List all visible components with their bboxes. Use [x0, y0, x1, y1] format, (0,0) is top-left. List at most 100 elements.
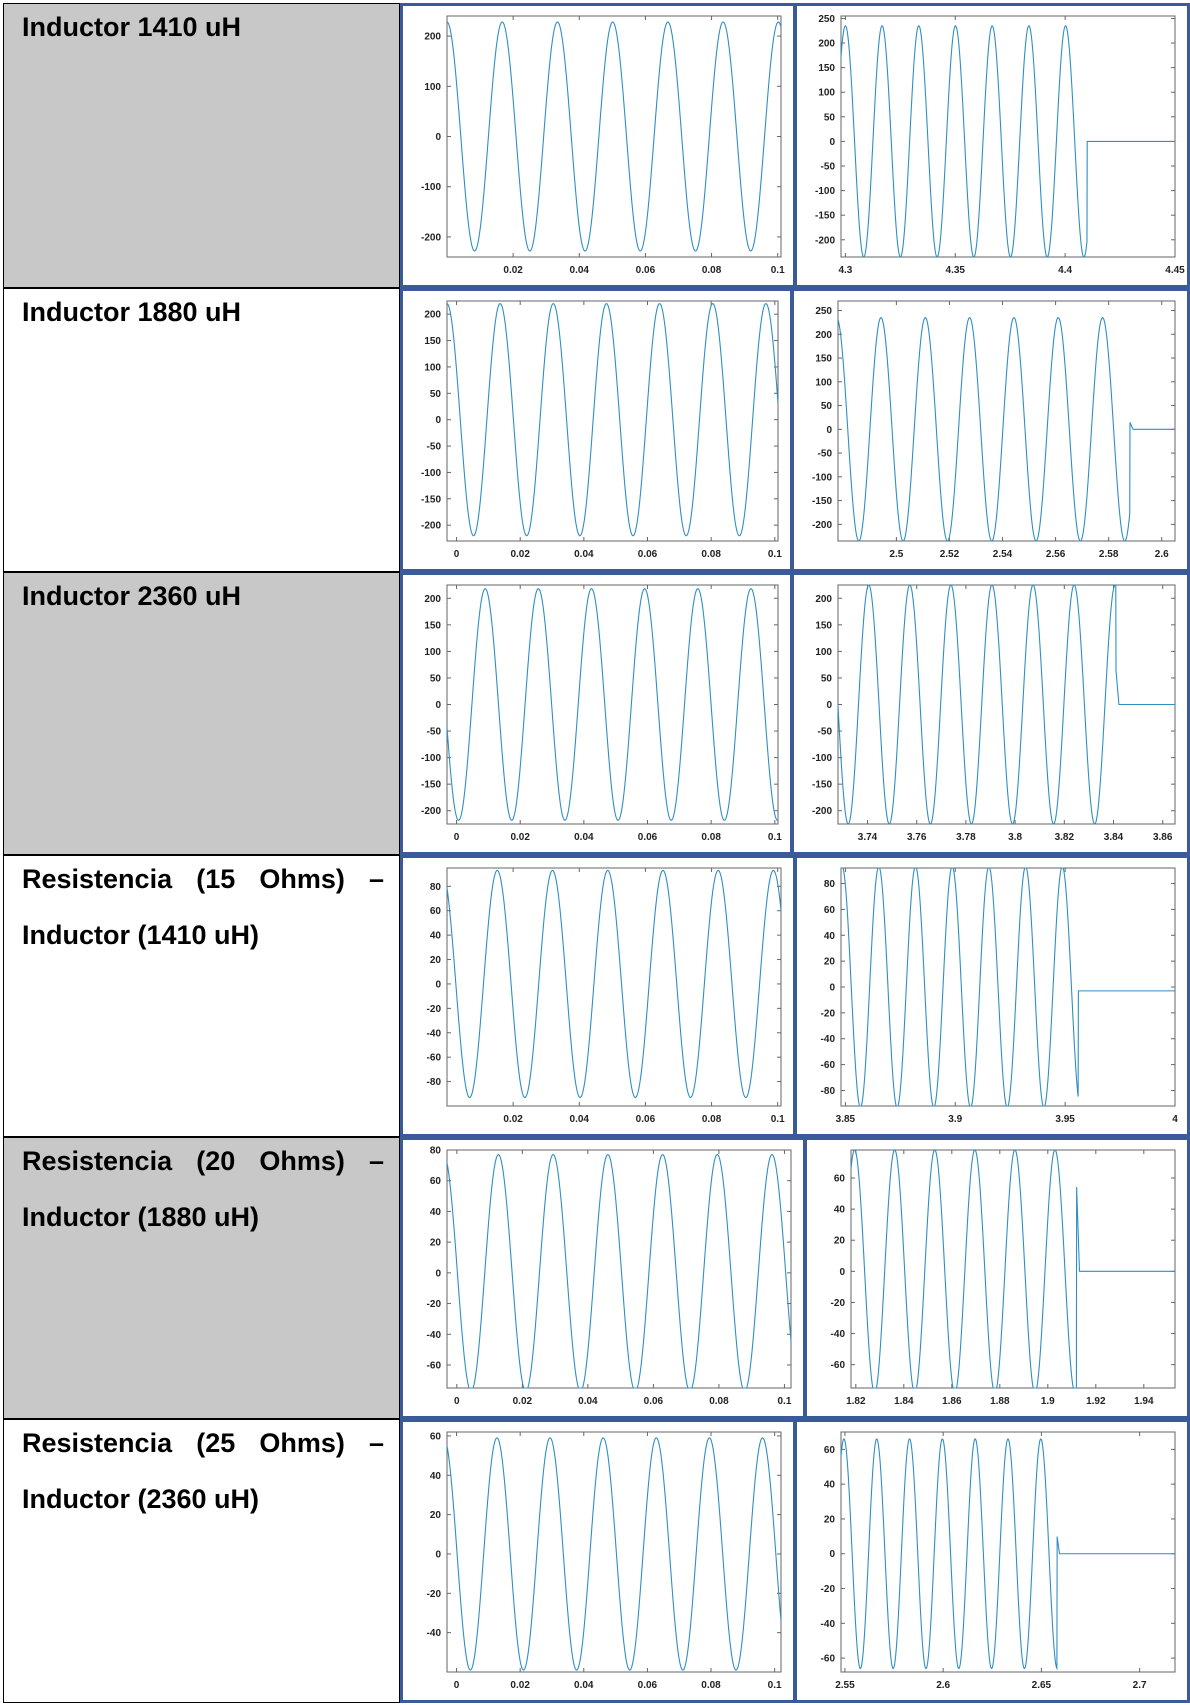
- waveform-chart: 0.02 0.04 0.06 0.08 0.1 200 100 0 -100 -200: [421, 15, 785, 276]
- plot-cell-end: 1.82 1.84 1.86 1.88 1.9 1.92 1.94 60 40 20 0 -20 -40…: [804, 1137, 1190, 1419]
- x-tick-label: 3.84: [1104, 832, 1124, 843]
- row-label-cell: Resistencia (15 Ohms) – Inductor (1410 u…: [3, 855, 400, 1137]
- label-word: Resistencia: [22, 1428, 173, 1458]
- label-word: (15: [196, 864, 236, 894]
- y-tick-label: -20: [427, 1299, 442, 1310]
- y-tick-label: -200: [815, 235, 835, 246]
- x-tick-label: 1.92: [1086, 1396, 1106, 1407]
- row-label: Inductor 1880 uH: [22, 297, 242, 327]
- y-tick-label: -60: [821, 1060, 836, 1071]
- y-tick-label: 80: [430, 882, 442, 893]
- y-tick-label: 200: [818, 39, 835, 50]
- plot-cell-start: 0 0.02 0.04 0.06 0.08 0.1 60 40 20 0 -20 -40: [400, 1419, 796, 1703]
- y-tick-label: -200: [812, 806, 832, 817]
- x-tick-label: 3.74: [858, 832, 878, 843]
- x-tick-label: 3.76: [907, 832, 927, 843]
- plot-axes-box: [446, 300, 779, 542]
- plot-axes-box: [446, 584, 779, 825]
- waveform-chart: 3.74 3.76 3.78 3.8 3.82 3.84 3.86 200 150 100 50 0 -…: [812, 584, 1176, 843]
- y-tick-label: 200: [815, 594, 832, 605]
- y-tick-label: 40: [430, 1471, 442, 1482]
- x-tick-label: 3.95: [1055, 1114, 1075, 1125]
- waveform-chart: 0 0.02 0.04 0.06 0.08 0.1 200 150 100 50 0 -50 -100 -…: [421, 300, 782, 560]
- plot-axes-box: [840, 15, 1176, 258]
- y-tick-label: 0: [435, 132, 441, 143]
- y-tick-label: 200: [424, 310, 441, 321]
- waveform-chart: 0.02 0.04 0.06 0.08 0.1 80 60 40 20 0 -20 -40 -60 -80: [427, 867, 785, 1125]
- y-tick-label: 0: [435, 1549, 441, 1560]
- y-tick-label: -200: [421, 806, 441, 817]
- y-tick-label: -150: [421, 780, 441, 791]
- x-tick-label: 0.04: [574, 832, 594, 843]
- y-tick-label: -100: [421, 468, 441, 479]
- row-label-line1: Resistencia (25 Ohms) –: [22, 1428, 384, 1459]
- y-tick-label: -60: [831, 1360, 846, 1371]
- plot-cell-start: 0 0.02 0.04 0.06 0.08 0.1 200 150 100 50 0 -50 -100 -…: [400, 288, 793, 572]
- x-tick-label: 2.65: [1032, 1680, 1052, 1691]
- y-tick-label: 100: [815, 647, 832, 658]
- x-tick-label: 2.6: [1155, 549, 1169, 560]
- plot-cell-start: 0.02 0.04 0.06 0.08 0.1 200 100 0 -100 -200: [400, 3, 796, 288]
- x-tick-label: 0.08: [702, 1114, 722, 1125]
- y-tick-label: 60: [834, 1174, 846, 1185]
- x-tick-label: 0.1: [771, 1114, 785, 1125]
- y-tick-label: 0: [435, 979, 441, 990]
- y-tick-label: -40: [427, 1628, 442, 1639]
- y-tick-label: -150: [421, 494, 441, 505]
- plot-cell-end: 4.3 4.35 4.4 4.45 250 200 150 100 50 0 -50 -100 -150…: [794, 3, 1190, 288]
- plot-axes-box: [446, 1431, 782, 1673]
- y-tick-label: 60: [430, 1176, 442, 1187]
- label-word: –: [368, 864, 384, 894]
- waveform-chart: 2.55 2.6 2.65 2.7 60 40 20 0 -20 -40 -60: [821, 1431, 1176, 1691]
- y-tick-label: -50: [821, 162, 836, 173]
- waveform-chart: 2.5 2.52 2.54 2.56 2.58 2.6 250 200 150 100 50 0 -50…: [812, 300, 1176, 560]
- x-tick-label: 4.45: [1165, 265, 1185, 276]
- row-label-cell: Inductor 1880 uH: [3, 288, 400, 572]
- y-tick-label: -50: [818, 727, 833, 738]
- x-tick-label: 0.08: [702, 265, 722, 276]
- y-tick-label: 100: [424, 82, 441, 93]
- y-tick-label: 200: [424, 594, 441, 605]
- waveform-trace: [837, 584, 1175, 825]
- y-tick-label: -50: [427, 727, 442, 738]
- y-tick-label: 60: [430, 1431, 442, 1442]
- x-tick-label: 0.1: [768, 832, 782, 843]
- y-tick-label: 0: [826, 425, 832, 436]
- y-tick-label: 0: [829, 137, 835, 148]
- y-tick-label: -60: [821, 1654, 836, 1665]
- plot-axes-box: [840, 1431, 1176, 1673]
- x-tick-label: 3.9: [948, 1114, 962, 1125]
- y-tick-label: 50: [821, 401, 833, 412]
- y-tick-label: 150: [818, 63, 835, 74]
- waveform-trace: [837, 317, 1175, 542]
- waveform-trace: [446, 1437, 782, 1671]
- waveform-trace: [850, 1149, 1175, 1389]
- y-tick-label: -200: [421, 521, 441, 532]
- y-tick-label: 0: [435, 1268, 441, 1279]
- y-tick-label: 20: [824, 957, 836, 968]
- y-tick-label: -20: [831, 1298, 846, 1309]
- x-tick-label: 0.06: [644, 1396, 664, 1407]
- row-label-cell: Inductor 2360 uH: [3, 572, 400, 855]
- waveform-trace: [446, 303, 779, 537]
- y-tick-label: 0: [829, 1549, 835, 1560]
- y-tick-label: 60: [824, 905, 836, 916]
- x-tick-label: 3.78: [956, 832, 976, 843]
- label-word: Ohms): [259, 1428, 345, 1458]
- x-tick-label: 0: [454, 1680, 460, 1691]
- x-tick-label: 1.94: [1134, 1396, 1154, 1407]
- y-tick-label: -150: [812, 780, 832, 791]
- plot-axes-box: [840, 867, 1176, 1107]
- x-tick-label: 2.56: [1046, 549, 1066, 560]
- y-tick-label: -100: [812, 472, 832, 483]
- y-tick-label: 250: [818, 14, 835, 25]
- waveform-chart: 4.3 4.35 4.4 4.45 250 200 150 100 50 0 -50 -100 -150…: [815, 14, 1185, 276]
- x-tick-label: 3.85: [836, 1114, 856, 1125]
- y-tick-label: 0: [829, 983, 835, 994]
- y-tick-label: -40: [427, 1330, 442, 1341]
- y-tick-label: 40: [430, 1207, 442, 1218]
- y-tick-label: -60: [427, 1053, 442, 1064]
- waveform-chart: 3.85 3.9 3.95 4 80 60 40 20 0 -20 -40 -60 -80: [821, 867, 1178, 1125]
- y-tick-label: -50: [818, 449, 833, 460]
